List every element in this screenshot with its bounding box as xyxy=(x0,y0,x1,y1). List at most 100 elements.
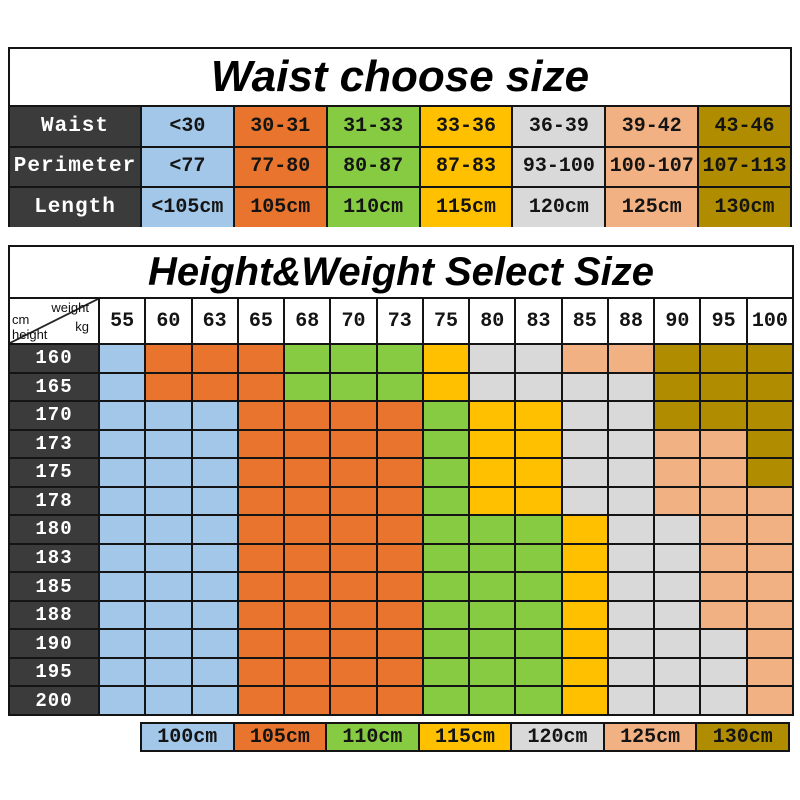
size-cell-h188-w80 xyxy=(470,601,515,629)
size-cell-h195-w80 xyxy=(470,658,515,686)
height-header-195: 195 xyxy=(10,658,98,686)
weight-header-75: 75 xyxy=(423,299,469,343)
weight-header-65: 65 xyxy=(238,299,284,343)
size-cell-h195-w75 xyxy=(423,658,469,686)
legend-105cm: 105cm xyxy=(234,724,326,750)
waist-cell-r0c3: 33-36 xyxy=(420,107,512,146)
weight-header-85: 85 xyxy=(562,299,607,343)
size-cell-h160-w88 xyxy=(608,345,654,372)
size-cell-h185-w88 xyxy=(608,573,654,600)
weight-header-88: 88 xyxy=(608,299,654,343)
size-cell-h190-w65 xyxy=(238,630,284,657)
size-cell-h200-w83 xyxy=(516,687,561,714)
weight-header-83: 83 xyxy=(516,299,561,343)
size-cell-h173-w83 xyxy=(516,430,561,458)
size-cell-h183-w63 xyxy=(192,544,237,572)
size-cell-h170-w68 xyxy=(285,402,330,429)
waist-cell-r2c1: 105cm xyxy=(234,188,326,227)
size-cell-h188-w85 xyxy=(562,601,607,629)
size-cell-h175-w80 xyxy=(470,459,515,486)
size-cell-h160-w70 xyxy=(331,345,376,372)
size-cell-h190-w73 xyxy=(377,630,422,657)
size-cell-h183-w85 xyxy=(562,544,607,572)
size-cell-h185-w80 xyxy=(470,573,515,600)
size-cell-h180-w80 xyxy=(470,516,515,543)
size-cell-h180-w65 xyxy=(238,516,284,543)
size-cell-h195-w73 xyxy=(377,658,422,686)
size-cell-h200-w63 xyxy=(192,687,237,714)
size-cell-h200-w85 xyxy=(562,687,607,714)
size-cell-h170-w73 xyxy=(377,402,422,429)
waist-cell-r1c3: 87-83 xyxy=(420,147,512,187)
waist-cell-r0c1: 30-31 xyxy=(234,107,326,146)
size-cell-h190-w83 xyxy=(516,630,561,657)
size-cell-h178-w63 xyxy=(192,487,237,515)
size-cell-h190-w70 xyxy=(331,630,376,657)
size-cell-h165-w65 xyxy=(238,373,284,401)
weight-header-90: 90 xyxy=(655,299,700,343)
size-cell-h200-w73 xyxy=(377,687,422,714)
size-cell-h180-w88 xyxy=(608,516,654,543)
size-cell-h160-w75 xyxy=(423,345,469,372)
size-cell-h188-w73 xyxy=(377,601,422,629)
size-cell-h165-w80 xyxy=(470,373,515,401)
size-cell-h178-w80 xyxy=(470,487,515,515)
size-cell-h178-w88 xyxy=(608,487,654,515)
height-weight-table: Height&Weight Select Size weight kg cm h… xyxy=(8,245,794,716)
size-cell-h190-w63 xyxy=(192,630,237,657)
size-cell-h200-w100 xyxy=(747,687,792,714)
size-cell-h195-w55 xyxy=(100,658,145,686)
size-cell-h185-w100 xyxy=(747,573,792,600)
height-header-178: 178 xyxy=(10,487,98,515)
size-cell-h165-w55 xyxy=(100,373,145,401)
size-cell-h180-w63 xyxy=(192,516,237,543)
size-cell-h175-w65 xyxy=(238,459,284,486)
size-cell-h200-w88 xyxy=(608,687,654,714)
waist-cell-r2c3: 115cm xyxy=(420,188,512,227)
size-cell-h190-w95 xyxy=(701,630,746,657)
size-cell-h180-w55 xyxy=(100,516,145,543)
size-cell-h180-w90 xyxy=(655,516,700,543)
waist-cell-r1c0: <77 xyxy=(142,147,233,187)
size-cell-h175-w70 xyxy=(331,459,376,486)
waist-row-label-perimeter: Perimeter xyxy=(10,147,140,187)
size-cell-h170-w95 xyxy=(701,402,746,429)
size-cell-h180-w68 xyxy=(285,516,330,543)
height-weight-table-title: Height&Weight Select Size xyxy=(147,249,654,294)
size-cell-h183-w60 xyxy=(146,544,191,572)
size-cell-h173-w55 xyxy=(100,430,145,458)
size-cell-h173-w65 xyxy=(238,430,284,458)
size-cell-h175-w63 xyxy=(192,459,237,486)
size-cell-h178-w83 xyxy=(516,487,561,515)
weight-header-60: 60 xyxy=(146,299,191,343)
size-cell-h165-w100 xyxy=(747,373,792,401)
legend-100cm: 100cm xyxy=(142,724,233,750)
waist-cell-r0c5: 39-42 xyxy=(606,107,698,146)
size-cell-h185-w70 xyxy=(331,573,376,600)
size-cell-h200-w95 xyxy=(701,687,746,714)
size-cell-h180-w70 xyxy=(331,516,376,543)
size-cell-h165-w88 xyxy=(608,373,654,401)
weight-header-95: 95 xyxy=(701,299,746,343)
size-cell-h183-w75 xyxy=(423,544,469,572)
size-cell-h188-w65 xyxy=(238,601,284,629)
size-cell-h200-w75 xyxy=(423,687,469,714)
legend-130cm: 130cm xyxy=(697,724,788,750)
size-cell-h190-w90 xyxy=(655,630,700,657)
waist-cell-r2c6: 130cm xyxy=(699,188,790,227)
waist-row-label-length: Length xyxy=(10,188,140,227)
size-cell-h165-w83 xyxy=(516,373,561,401)
size-cell-h188-w55 xyxy=(100,601,145,629)
height-header-200: 200 xyxy=(10,687,98,714)
size-cell-h173-w100 xyxy=(747,430,792,458)
waist-cell-r0c2: 31-33 xyxy=(327,107,419,146)
size-cell-h170-w60 xyxy=(146,402,191,429)
size-cell-h188-w95 xyxy=(701,601,746,629)
size-cell-h190-w60 xyxy=(146,630,191,657)
size-cell-h160-w55 xyxy=(100,345,145,372)
legend-120cm: 120cm xyxy=(512,724,603,750)
size-cell-h178-w90 xyxy=(655,487,700,515)
size-cell-h185-w95 xyxy=(701,573,746,600)
size-cell-h170-w70 xyxy=(331,402,376,429)
